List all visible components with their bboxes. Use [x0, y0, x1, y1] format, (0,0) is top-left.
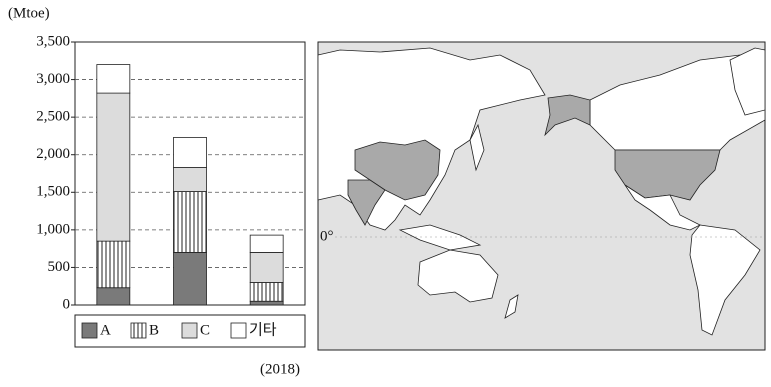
legend-swatch [230, 322, 247, 339]
unit-label: (Mtoe) [8, 5, 50, 21]
alaska [544, 94, 591, 137]
central-america [624, 184, 701, 231]
y-tick-label: 500 [48, 259, 71, 275]
bar-segment [173, 167, 207, 192]
south-america [689, 224, 761, 336]
map: 0° [317, 41, 766, 351]
y-tick-label: 2,500 [36, 109, 70, 125]
greenland [729, 47, 766, 116]
legend-swatch [81, 322, 98, 339]
china [354, 139, 441, 201]
new-zealand [504, 294, 519, 319]
bar-segment [96, 287, 131, 306]
y-tick-label: 2,000 [36, 146, 70, 162]
legend-swatch [130, 322, 147, 339]
legend-label: 기타 [249, 321, 277, 338]
bar-segment [249, 251, 284, 283]
australia [417, 249, 499, 303]
legend-label: A [100, 322, 111, 338]
japan [469, 123, 485, 172]
bar-segment [96, 240, 131, 289]
bar-segment [173, 137, 207, 168]
bar-segment [173, 251, 207, 306]
y-tick-label: 1,500 [36, 184, 70, 200]
note: (2018) [260, 361, 300, 377]
y-tick-label: 3,000 [36, 71, 70, 87]
bar-segment [96, 64, 131, 94]
bar-segment [249, 300, 284, 306]
india [347, 179, 386, 226]
equator-label: 0° [320, 228, 334, 244]
legend-label: C [200, 322, 210, 338]
bar-segment [173, 191, 207, 253]
legend-label: B [149, 322, 159, 338]
legend-swatch [181, 322, 198, 339]
usa [614, 149, 721, 201]
y-tick-label: 1,000 [36, 221, 70, 237]
y-tick-label: 3,500 [36, 33, 70, 49]
indonesia [398, 224, 482, 251]
bar-segment [249, 234, 284, 253]
y-tick-label: 0 [63, 296, 71, 312]
bar-segment [249, 282, 284, 302]
bar-segment [96, 92, 131, 242]
